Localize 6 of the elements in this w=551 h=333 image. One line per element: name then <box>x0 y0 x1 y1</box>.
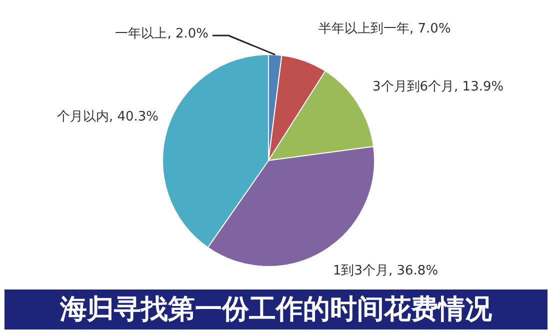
slice-label: 个月以内, 40.3% <box>56 110 158 124</box>
slice-label: 半年以上到一年, 7.0% <box>318 22 451 36</box>
slice-label: 3个月到6个月, 13.9% <box>372 80 504 94</box>
slice-label: 1到3个月, 36.8% <box>332 264 438 278</box>
text: 海归寻找第一份工作的时间花费情况 <box>59 294 493 325</box>
slice-label: 一年以上, 2.0% <box>115 26 209 42</box>
